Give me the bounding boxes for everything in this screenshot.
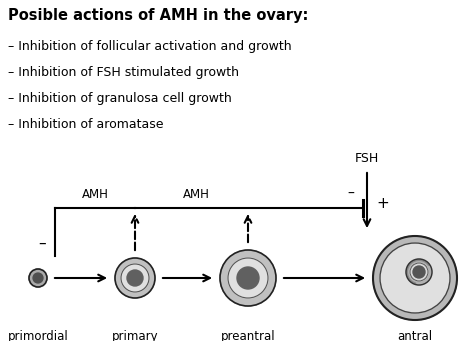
Circle shape	[115, 258, 155, 298]
Circle shape	[220, 250, 276, 306]
Circle shape	[413, 266, 425, 278]
Text: antral: antral	[397, 330, 433, 341]
Text: –: –	[38, 236, 46, 251]
Text: AMH: AMH	[82, 188, 109, 201]
Circle shape	[29, 269, 47, 287]
Circle shape	[380, 243, 450, 313]
Circle shape	[410, 263, 428, 281]
Text: –: –	[347, 187, 355, 201]
Text: – Inhibition of follicular activation and growth: – Inhibition of follicular activation an…	[8, 40, 292, 53]
Circle shape	[228, 258, 268, 298]
Text: primordial: primordial	[8, 330, 68, 341]
Text: +: +	[377, 195, 389, 210]
Text: – Inhibition of aromatase: – Inhibition of aromatase	[8, 118, 164, 131]
Circle shape	[33, 273, 43, 283]
Circle shape	[127, 270, 143, 286]
Text: primary: primary	[112, 330, 158, 341]
Circle shape	[121, 264, 149, 292]
Circle shape	[406, 259, 432, 285]
Text: – Inhibition of granulosa cell growth: – Inhibition of granulosa cell growth	[8, 92, 232, 105]
Text: – Inhibition of FSH stimulated growth: – Inhibition of FSH stimulated growth	[8, 66, 239, 79]
Text: Posible actions of AMH in the ovary:: Posible actions of AMH in the ovary:	[8, 8, 309, 23]
Text: AMH: AMH	[183, 188, 210, 201]
Circle shape	[237, 267, 259, 289]
Circle shape	[373, 236, 457, 320]
Text: preantral: preantral	[221, 330, 275, 341]
Text: FSH: FSH	[355, 152, 379, 165]
